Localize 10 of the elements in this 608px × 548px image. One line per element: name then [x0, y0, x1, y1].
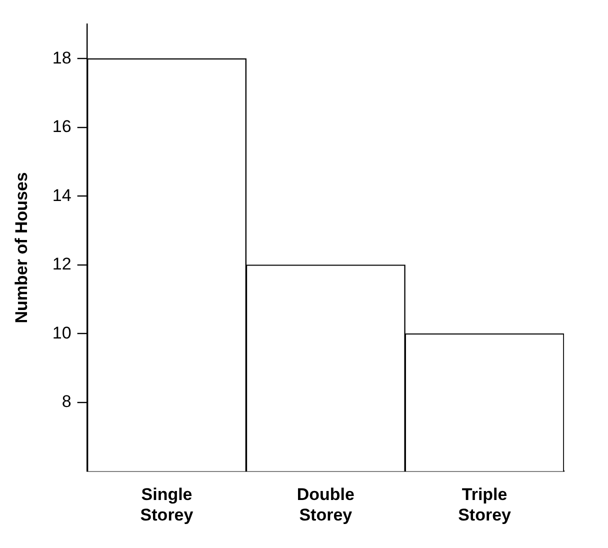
- y-tick-label: 18: [52, 48, 72, 68]
- y-tick-label: 10: [52, 323, 72, 342]
- x-tick-label: Triple Storey: [458, 485, 512, 524]
- y-tick-label: 14: [52, 186, 72, 205]
- x-tick-label: Double Storey: [296, 485, 354, 524]
- y-axis-title: Number of Houses: [12, 172, 31, 324]
- y-tick-label: 8: [62, 392, 72, 412]
- y-tick-label: 12: [52, 254, 72, 274]
- x-tick-label: Single Storey: [140, 485, 194, 524]
- y-tick-label: 16: [52, 117, 72, 136]
